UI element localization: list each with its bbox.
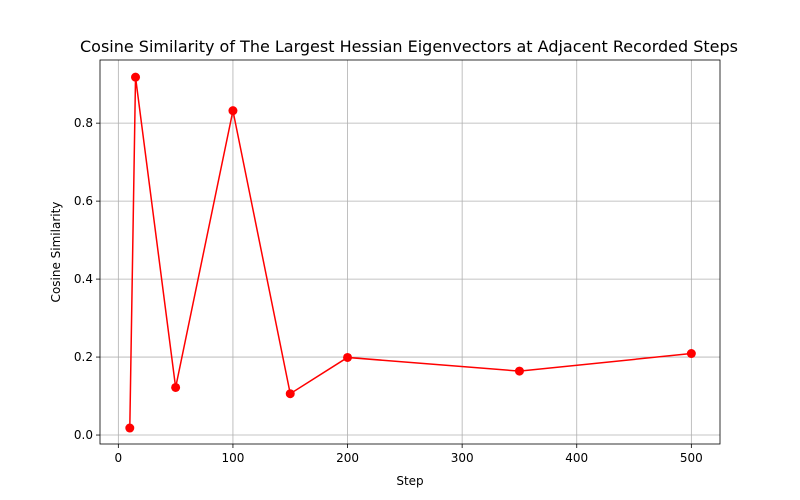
y-tick-label: 0.8 <box>74 116 93 130</box>
data-point <box>125 423 135 433</box>
y-tick-label: 0.4 <box>74 272 93 286</box>
data-point <box>686 349 696 359</box>
series-line <box>129 77 692 429</box>
chart-title: Cosine Similarity of The Largest Hessian… <box>80 37 738 56</box>
y-tick-label: 0.6 <box>74 194 93 208</box>
grid <box>100 60 720 444</box>
plot-frame <box>99 59 721 445</box>
y-tick-label: 0.2 <box>74 350 93 364</box>
data-point <box>514 366 524 376</box>
x-tick-label: 0 <box>115 451 123 465</box>
x-axis-ticks: 0 100 200 300 400 500 <box>115 444 703 465</box>
x-axis-label: Step <box>396 474 423 488</box>
x-tick-label: 400 <box>565 451 588 465</box>
data-point <box>343 352 353 362</box>
y-tick-label: 0.0 <box>74 428 93 442</box>
data-point <box>171 382 181 392</box>
x-tick-label: 200 <box>336 451 359 465</box>
data-point <box>131 72 141 82</box>
x-tick-label: 500 <box>680 451 703 465</box>
data-point <box>228 106 238 116</box>
y-axis-label: Cosine Similarity <box>49 202 63 303</box>
data-point <box>285 389 295 399</box>
x-tick-label: 300 <box>451 451 474 465</box>
series-group <box>125 72 696 433</box>
y-axis-ticks: 0.0 0.2 0.4 0.6 0.8 <box>74 116 100 442</box>
x-tick-label: 100 <box>221 451 244 465</box>
